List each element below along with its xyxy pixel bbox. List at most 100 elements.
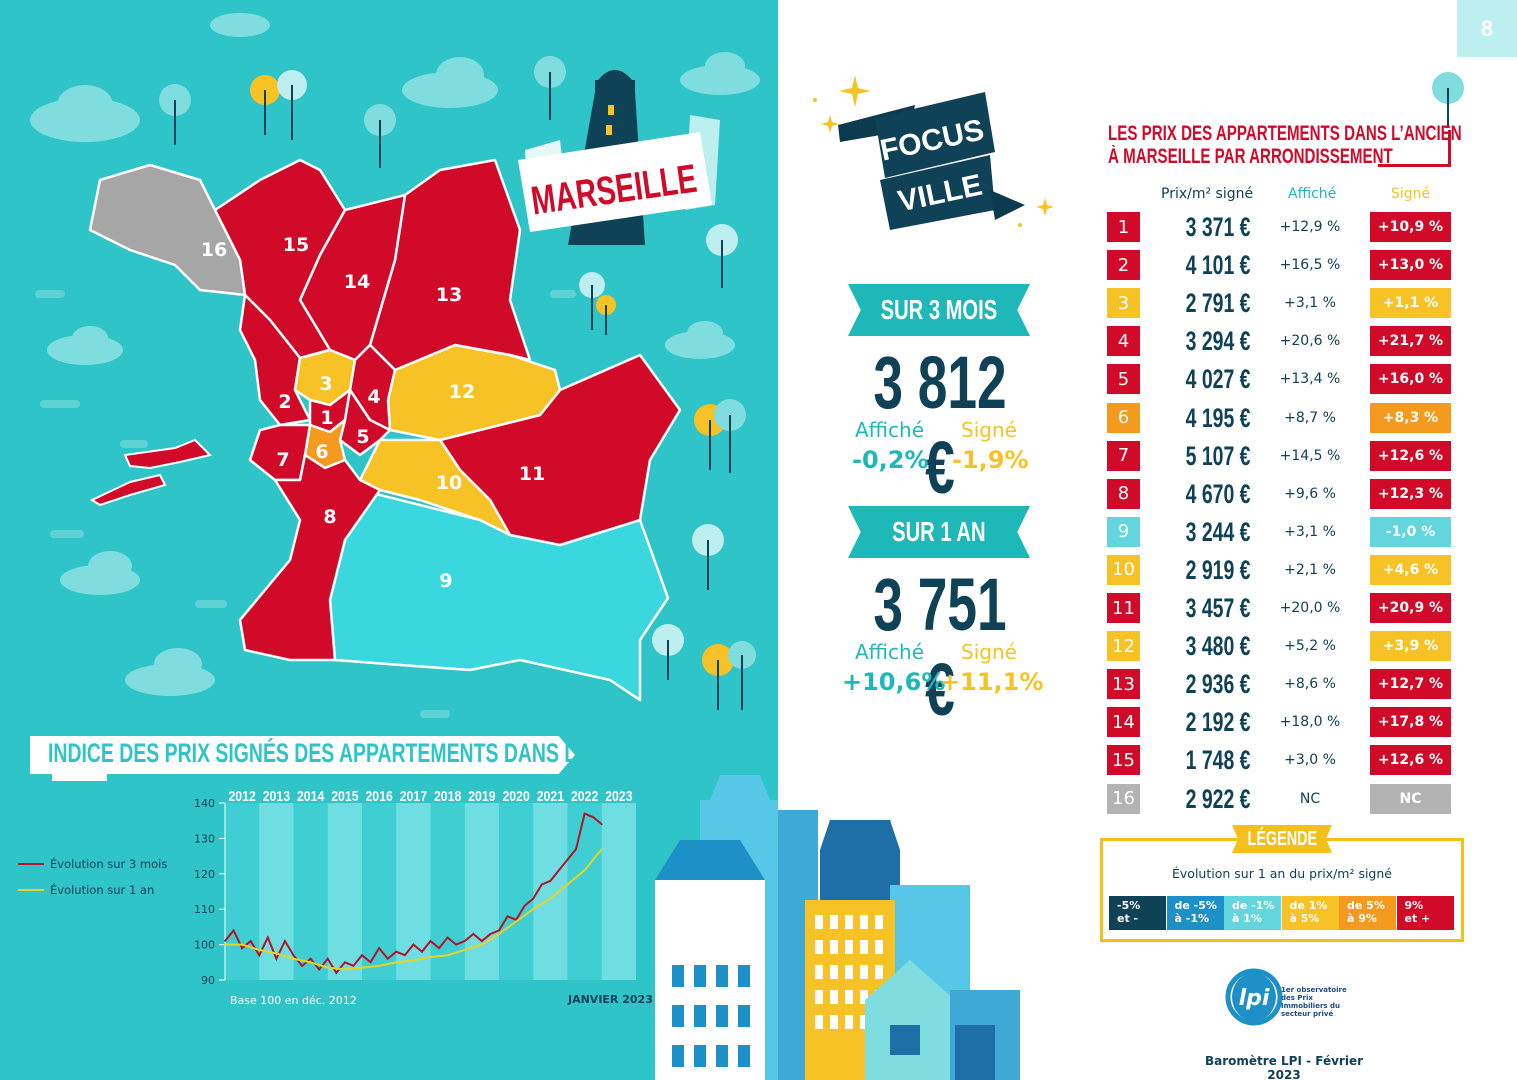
arr-signe: +16,0 % <box>1370 364 1451 395</box>
chart-year-label: 2015 <box>331 788 359 804</box>
chart-point <box>600 848 603 850</box>
arr-affiche: +3,1 % <box>1284 523 1336 540</box>
arr-affiche: +8,7 % <box>1284 409 1336 426</box>
arr-label-15: 15 <box>283 234 309 256</box>
chart-point <box>549 880 552 882</box>
chart-year-label: 2019 <box>468 788 496 804</box>
table-row: 8 4 670 € +9,6 % +12,3 % <box>1107 478 1453 509</box>
chart-point <box>224 940 226 942</box>
arr-16-shape <box>88 163 247 297</box>
chart-point <box>549 897 552 900</box>
chart-year-label: 2023 <box>605 788 633 804</box>
chart-point <box>301 965 303 967</box>
arr-label-3: 3 <box>319 373 332 395</box>
arr-label-7: 7 <box>276 449 289 471</box>
arr-price: 3 294 € <box>1185 326 1251 357</box>
legend-caption: Évolution sur 1 an du prix/m² signé <box>1172 866 1392 881</box>
arr-affiche: +20,6 % <box>1279 333 1341 350</box>
arr-label-14: 14 <box>344 271 370 293</box>
arr-label-13: 13 <box>436 284 462 306</box>
arr-2-shape <box>238 293 312 427</box>
chart-point <box>446 936 449 939</box>
arr-price: 3 457 € <box>1185 593 1251 623</box>
table-row: 15 1 748 € +3,0 % +12,6 % <box>1107 745 1453 776</box>
arr-number: 11 <box>1107 593 1140 623</box>
arr-8-shape <box>238 453 382 662</box>
chart-point <box>386 957 389 960</box>
legend-cell: 9% et + <box>1396 896 1454 930</box>
arr-price: 4 670 € <box>1185 478 1251 509</box>
arr-signe: +12,7 % <box>1370 669 1451 700</box>
arr-price: 3 244 € <box>1185 516 1251 547</box>
chart-point <box>284 940 286 942</box>
table-row: 16 2 922 € NC NC <box>1107 783 1453 814</box>
col-header-affiche: Affiché <box>1288 186 1337 202</box>
arr-number: 1 <box>1107 212 1140 242</box>
chart-point <box>481 943 483 946</box>
table-row: 5 4 027 € +13,4 % +16,0 % <box>1107 364 1453 395</box>
arr-label-11: 11 <box>519 463 545 485</box>
chart-year-label: 2012 <box>228 788 256 804</box>
arr-number: 6 <box>1107 402 1140 433</box>
chart-point <box>438 947 440 949</box>
chart-ytick-label: 100 <box>194 939 215 952</box>
chart-point <box>498 929 500 932</box>
arr-affiche: +18,0 % <box>1279 714 1341 731</box>
chart-point <box>378 965 380 967</box>
left-panel: 1 2 3 4 5 6 7 8 9 10 11 12 13 14 15 16 <box>0 0 778 1080</box>
chart-point <box>292 954 295 957</box>
arr-affiche: +13,4 % <box>1279 371 1341 388</box>
legend-cell: -5% et - <box>1109 896 1166 930</box>
legend-cell: de -5% à -1% <box>1166 896 1224 930</box>
arr-price: 3 371 € <box>1185 212 1251 242</box>
chart-point <box>344 968 346 971</box>
period-label: SUR 3 MOIS <box>880 294 998 325</box>
signe-label: Signé <box>961 418 1017 442</box>
affiche-value: -0,2% <box>852 446 929 474</box>
chart-point <box>326 966 329 969</box>
page-number-box: 8 <box>1457 0 1517 57</box>
sparkle-icons <box>813 75 1054 227</box>
chart-year-label: 2022 <box>571 788 599 804</box>
chart-point <box>395 961 398 964</box>
chart-year-label: 2013 <box>263 788 291 804</box>
chart-point <box>267 936 269 939</box>
arr-label-12: 12 <box>449 381 475 403</box>
table-row: 3 2 791 € +3,1 % +1,1 % <box>1107 288 1453 319</box>
chart-year-label: 2018 <box>434 788 462 804</box>
arr-number: 9 <box>1107 516 1140 547</box>
arr-price: 2 192 € <box>1185 707 1251 738</box>
arr-label-1: 1 <box>320 407 333 429</box>
arr-signe: +3,9 % <box>1370 631 1451 662</box>
chart-ytick-label: 120 <box>194 868 215 881</box>
arr-affiche: +2,1 % <box>1284 561 1336 578</box>
affiche-label: Affiché <box>855 640 924 664</box>
chart-point <box>335 972 338 974</box>
chart-point <box>429 956 432 958</box>
table-row: 10 2 919 € +2,1 % +4,6 % <box>1107 554 1453 585</box>
arr-affiche: +8,6 % <box>1284 676 1336 693</box>
arr-number: 12 <box>1107 631 1140 662</box>
footer: Baromètre LPI - Février 2023 <box>1204 1054 1364 1080</box>
chart-point <box>558 869 560 872</box>
arr-number: 5 <box>1107 364 1140 395</box>
arr-label-5: 5 <box>356 426 369 448</box>
chart-point <box>506 915 509 918</box>
price-3-months: 3 812 € <box>873 341 1007 509</box>
arr-signe: +1,1 % <box>1370 288 1451 319</box>
arr-signe: +8,3 % <box>1370 402 1451 433</box>
chart-point <box>369 961 372 964</box>
chart-point <box>258 949 261 951</box>
chart-point <box>463 949 466 951</box>
chart-year-band <box>533 803 568 980</box>
chart-point <box>232 929 235 932</box>
chart-point <box>344 961 346 964</box>
arr-5-shape <box>338 388 392 457</box>
chart-point <box>275 957 278 960</box>
buildings-right-illustration <box>778 810 1020 1080</box>
arr-price: 4 027 € <box>1185 364 1251 395</box>
arr-price: 2 922 € <box>1185 783 1251 814</box>
chart-point <box>309 961 312 964</box>
chart-point <box>583 812 586 815</box>
chart-point <box>249 940 252 942</box>
